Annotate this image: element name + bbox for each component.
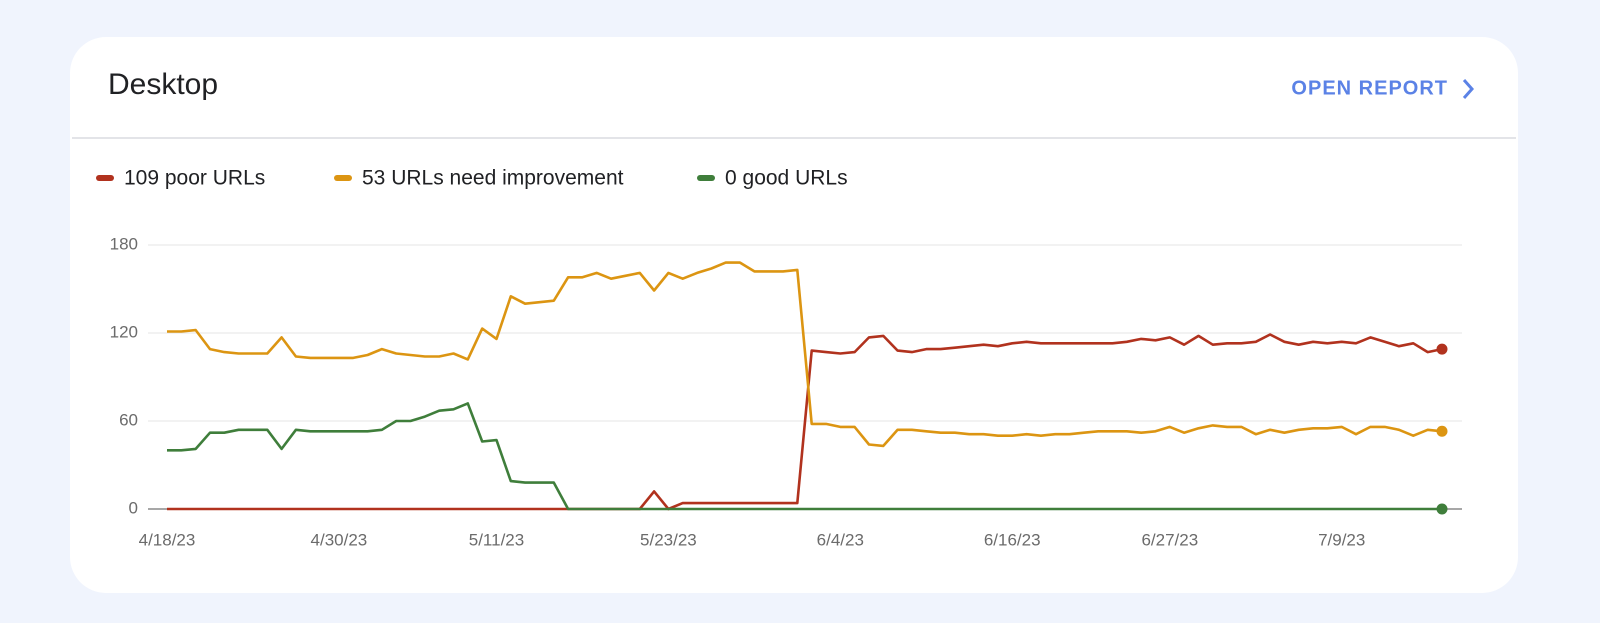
x-tick-label: 6/16/23 [984, 530, 1041, 549]
x-tick-label: 5/23/23 [640, 530, 697, 549]
legend-label: 0 good URLs [725, 167, 848, 190]
x-tick-label: 6/27/23 [1141, 530, 1198, 549]
end-point [1436, 425, 1448, 437]
card [70, 37, 1518, 593]
y-tick-label: 60 [119, 410, 138, 429]
y-tick-label: 0 [129, 498, 138, 517]
series-line [167, 333, 1443, 511]
legend-label: 53 URLs need improvement [362, 167, 624, 190]
x-tick-label: 4/30/23 [311, 530, 368, 549]
end-point [1436, 503, 1448, 515]
x-tick-label: 7/9/23 [1318, 530, 1365, 549]
x-tick-label: 4/18/23 [139, 530, 196, 549]
series-line [167, 402, 1442, 511]
y-tick-label: 120 [110, 322, 138, 341]
series-line [167, 261, 1443, 448]
x-tick-label: 5/11/23 [469, 530, 524, 549]
x-tick-label: 6/4/23 [817, 530, 864, 549]
chevron-icon[interactable] [1462, 79, 1475, 99]
card-title: Desktop [108, 68, 218, 101]
open-report-link[interactable]: OPEN REPORT [1291, 77, 1448, 99]
end-point [1436, 343, 1448, 355]
y-tick-label: 180 [110, 234, 138, 253]
legend-label: 109 poor URLs [124, 167, 265, 190]
